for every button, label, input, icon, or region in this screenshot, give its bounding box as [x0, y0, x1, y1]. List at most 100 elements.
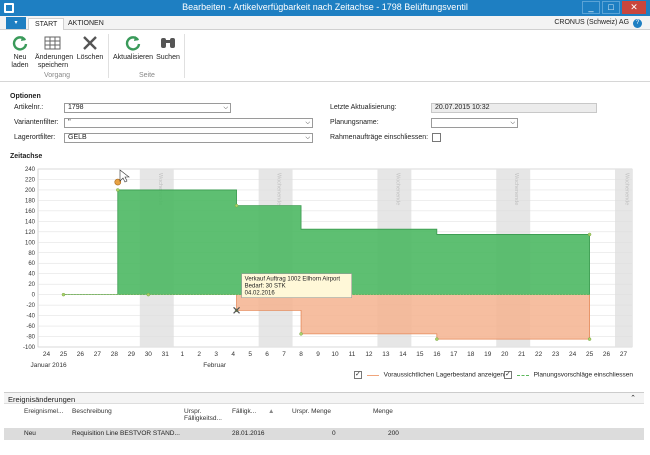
suchen-button[interactable]: Suchen — [155, 34, 181, 62]
cell-ereignismeldung: Neu — [24, 430, 36, 437]
orange-line-icon — [366, 374, 379, 376]
col-urspr-menge[interactable]: Urspr. Menge — [292, 408, 332, 415]
aenderungen-speichern-button[interactable]: Änderungen speichern — [35, 34, 74, 69]
chevron-down-icon: ⌵ — [305, 120, 310, 126]
data-point — [587, 337, 592, 341]
planungsname-field[interactable]: ⌵ — [431, 118, 518, 128]
weekend-label: Wochenende — [624, 173, 630, 205]
data-point — [146, 292, 151, 297]
legend-voraussichtlich-checkbox[interactable] — [354, 370, 362, 379]
tab-start[interactable]: START — [28, 18, 65, 30]
help-icon[interactable]: ? — [633, 19, 642, 28]
y-tick-label: 140 — [25, 219, 36, 225]
group-seite-label: Seite — [139, 72, 155, 79]
refresh-icon — [12, 36, 28, 51]
x-tick-label: 16 — [433, 351, 441, 358]
table-edit-icon — [44, 36, 61, 50]
neu-laden-button[interactable]: Neu laden — [6, 34, 34, 69]
cell-beschreibung: Requisition Line BESTVOR STAND... — [72, 430, 180, 437]
weekend-label: Wochenende — [513, 173, 519, 205]
zeitachse-title: Zeitachse — [10, 153, 43, 160]
x-tick-label: 10 — [331, 351, 339, 358]
col-ereignismeldung[interactable]: Ereignismel... — [24, 408, 64, 415]
x-tick-label: 3 — [214, 351, 218, 358]
company-name: CRONUS (Schweiz) AG ? — [554, 19, 642, 28]
x-tick-label: 27 — [620, 351, 628, 358]
legend-voraussichtlich[interactable]: Voraussichtlichen Lagerbestand anzeigen — [354, 370, 504, 379]
col-urspr-faelligkeit[interactable]: Urspr. Fälligkeitsd... — [184, 408, 222, 422]
aenderungen-speichern-label: Änderungen speichern — [35, 54, 74, 69]
y-tick-label: 120 — [25, 230, 36, 236]
chevron-down-icon: ⌵ — [510, 120, 515, 126]
weekend-label: Wochenende — [157, 173, 163, 205]
x-tick-label: 18 — [467, 351, 475, 358]
x-tick-label: 27 — [94, 351, 102, 358]
x-tick-label: 14 — [399, 351, 407, 358]
x-tick-label: 19 — [484, 351, 492, 358]
variantenfilter-field[interactable]: '' ⌵ — [64, 118, 313, 128]
aktualisieren-button[interactable]: Aktualisieren — [113, 34, 153, 62]
y-tick-label: 240 — [25, 167, 36, 173]
x-tick-label: 9 — [316, 351, 320, 358]
x-tick-label: 25 — [586, 351, 594, 358]
x-tick-label: 20 — [501, 351, 509, 358]
app-icon — [4, 3, 14, 13]
variantenfilter-value: '' — [68, 119, 71, 126]
rahmenauftraege-checkbox[interactable] — [432, 133, 441, 142]
artikelnr-label: Artikelnr.: — [14, 104, 44, 111]
title-bar: Bearbeiten - Artikelverfügbarkeit nach Z… — [0, 0, 650, 16]
aktualisieren-label: Aktualisieren — [113, 54, 154, 61]
legend-planung-checkbox[interactable] — [504, 370, 512, 379]
y-tick-label: -40 — [26, 314, 35, 320]
y-tick-label: -80 — [26, 335, 35, 341]
binoculars-icon — [161, 38, 175, 48]
x-tick-label: 29 — [128, 351, 136, 358]
lagerortfilter-field[interactable]: GELB ⌵ — [64, 133, 313, 143]
cell-faelligkeit: 28.01.2016 — [232, 430, 265, 437]
x-tick-label: 12 — [365, 351, 373, 358]
chart-svg[interactable]: Wochenende Wochenende Wochenende Wochenende… — [10, 163, 640, 385]
chevron-up-icon[interactable]: ⌃ — [630, 395, 636, 402]
x-tick-label: 13 — [382, 351, 390, 358]
legend-planung[interactable]: Planungsvorschläge einschliessen — [504, 370, 633, 379]
x-tick-label: 7 — [282, 351, 286, 358]
ereignisse-header[interactable]: Ereignisänderungen ⌃ — [4, 392, 644, 404]
lagerortfilter-label: Lagerortfilter: — [14, 134, 56, 141]
tooltip-line: Bedarf: 30 STK — [245, 284, 286, 290]
col-beschreibung[interactable]: Beschreibung — [72, 408, 112, 415]
app-menu-button[interactable]: ▾ — [6, 17, 26, 29]
variantenfilter-label: Variantenfilter: — [14, 119, 59, 126]
delete-x-icon — [83, 36, 97, 50]
data-point — [116, 188, 120, 192]
col-menge[interactable]: Menge — [373, 408, 393, 415]
letzte-aktualisierung-label: Letzte Aktualisierung: — [330, 104, 397, 111]
table-row[interactable]: Neu Requisition Line BESTVOR STAND... 28… — [4, 428, 644, 440]
chevron-down-icon: ⌵ — [223, 105, 228, 111]
loeschen-button[interactable]: Löschen — [76, 34, 104, 62]
weekend-label: Wochenende — [276, 173, 282, 205]
letzte-aktualisierung-value: 20.07.2015 10:32 — [435, 104, 490, 111]
artikelnr-value: 1798 — [68, 104, 84, 111]
minimize-button[interactable]: _ — [582, 1, 600, 14]
y-tick-label: 40 — [28, 272, 35, 278]
x-tick-label: 2 — [197, 351, 201, 358]
y-tick-label: 160 — [25, 209, 36, 215]
close-button[interactable]: ✕ — [622, 1, 646, 14]
x-tick-label: 15 — [416, 351, 424, 358]
rahmenauftraege-label: Rahmenaufträge einschliessen: — [330, 134, 429, 141]
cell-menge: 200 — [388, 430, 399, 437]
col-faelligkeit[interactable]: Fälligk... — [232, 408, 257, 415]
data-point — [435, 337, 439, 341]
ribbon: Neu laden Änderungen speichern Löschen V… — [0, 30, 650, 82]
artikelnr-field[interactable]: 1798 ⌵ — [64, 103, 231, 113]
company-label: CRONUS (Schweiz) AG — [554, 19, 630, 26]
y-tick-label: 100 — [25, 240, 36, 246]
ribbon-separator — [108, 34, 109, 78]
maximize-button[interactable]: □ — [602, 1, 620, 14]
timeline-chart[interactable]: Wochenende Wochenende Wochenende Wochenende… — [10, 163, 640, 385]
tab-aktionen[interactable]: AKTIONEN — [68, 20, 104, 27]
y-tick-label: 180 — [25, 198, 36, 204]
data-point — [61, 292, 66, 297]
weekend-band — [615, 169, 632, 347]
y-tick-label: 60 — [28, 261, 35, 267]
